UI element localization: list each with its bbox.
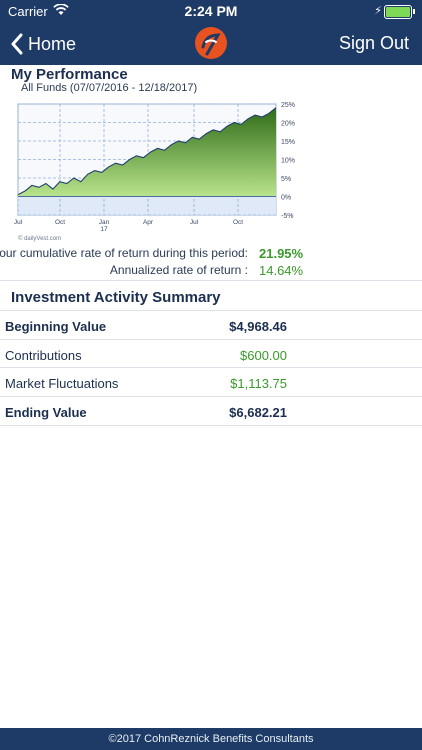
y-tick-label: 5% bbox=[281, 176, 291, 183]
summary-row-label: Market Fluctuations bbox=[5, 376, 119, 391]
home-label: Home bbox=[28, 33, 77, 54]
x-tick-label: Oct bbox=[55, 219, 65, 226]
sign-out-button[interactable]: Sign Out bbox=[338, 33, 409, 53]
row-divider bbox=[0, 367, 422, 368]
section-divider bbox=[0, 310, 422, 311]
y-tick-label: 0% bbox=[281, 195, 291, 202]
annualized-return-value: 14.64% bbox=[259, 263, 304, 278]
summary-row-beginning-value: Beginning Value $4,968.46 bbox=[0, 311, 422, 339]
negative-band bbox=[18, 196, 276, 215]
summary-row-market-fluctuations: Market Fluctuations $1,113.75 bbox=[0, 368, 422, 396]
app-logo bbox=[194, 26, 228, 60]
x-tick-label: Jul bbox=[190, 219, 199, 226]
x-tick-label: Apr bbox=[143, 219, 154, 226]
y-tick-label: 10% bbox=[281, 158, 295, 165]
x-tick-label: Jan bbox=[99, 219, 110, 226]
top-bar: Carrier 2:24 PM ⚡ Home Sign Out bbox=[0, 0, 422, 65]
cumulative-return-value: 21.95% bbox=[259, 246, 304, 261]
performance-chart: 25% 20% 15% 10% 5% 0% -5% Jul Oct Jan 17 Apr Jul Oct ©… bbox=[10, 98, 300, 246]
summary-row-label: Ending Value bbox=[5, 405, 87, 420]
summary-title: Investment Activity Summary bbox=[11, 289, 221, 306]
summary-row-ending-value: Ending Value $6,682.21 bbox=[0, 397, 422, 425]
charging-icon: ⚡ bbox=[374, 5, 382, 17]
status-time: 2:24 PM bbox=[184, 3, 238, 19]
y-tick-label: -5% bbox=[281, 213, 293, 220]
x-tick-label: 17 bbox=[100, 226, 108, 233]
row-divider bbox=[0, 339, 422, 340]
cumulative-return-label: Your cumulative rate of return during th… bbox=[0, 246, 248, 260]
chevron-left-icon bbox=[11, 33, 23, 55]
performance-subtitle: All Funds (07/07/2016 - 12/18/2017) bbox=[21, 82, 198, 94]
row-divider bbox=[0, 425, 422, 426]
section-divider bbox=[0, 280, 422, 281]
row-divider bbox=[0, 396, 422, 397]
battery-icon bbox=[384, 5, 415, 19]
summary-row-label: Contributions bbox=[5, 348, 82, 363]
y-tick-label: 20% bbox=[281, 121, 295, 128]
carrier-label: Carrier bbox=[8, 4, 48, 19]
home-back-button[interactable]: Home bbox=[10, 32, 76, 56]
summary-row-value: $4,968.46 bbox=[229, 319, 287, 334]
summary-row-value: $600.00 bbox=[240, 348, 287, 363]
chart-credit: © dailyVest.com bbox=[18, 235, 61, 242]
annualized-return-label: Annualized rate of return : bbox=[109, 263, 248, 277]
return-area bbox=[18, 107, 276, 197]
footer-copyright: ©2017 CohnReznick Benefits Consultants bbox=[0, 728, 422, 750]
summary-row-value: $6,682.21 bbox=[229, 405, 287, 420]
y-tick-label: 15% bbox=[281, 139, 295, 146]
summary-row-label: Beginning Value bbox=[5, 319, 107, 334]
return-line bbox=[17, 107, 277, 196]
status-bar: Carrier 2:24 PM ⚡ bbox=[0, 0, 422, 22]
summary-row-contributions: Contributions $600.00 bbox=[0, 340, 422, 368]
x-tick-label: Oct bbox=[233, 219, 243, 226]
performance-title: My Performance bbox=[11, 66, 128, 83]
y-tick-label: 25% bbox=[281, 102, 295, 109]
wifi-icon bbox=[53, 3, 69, 19]
x-tick-label: Jul bbox=[14, 219, 23, 226]
summary-row-value: $1,113.75 bbox=[230, 376, 287, 391]
